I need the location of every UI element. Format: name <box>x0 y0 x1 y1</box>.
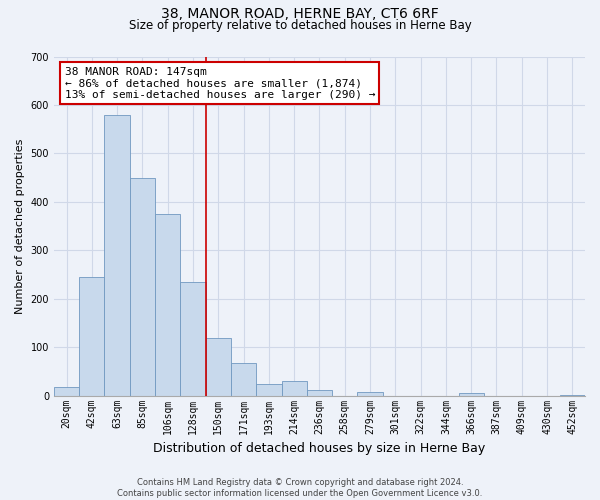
Bar <box>54 387 79 396</box>
Text: 38 MANOR ROAD: 147sqm
← 86% of detached houses are smaller (1,874)
13% of semi-d: 38 MANOR ROAD: 147sqm ← 86% of detached … <box>65 66 375 100</box>
X-axis label: Distribution of detached houses by size in Herne Bay: Distribution of detached houses by size … <box>154 442 485 455</box>
Bar <box>206 338 231 396</box>
Text: Contains HM Land Registry data © Crown copyright and database right 2024.
Contai: Contains HM Land Registry data © Crown c… <box>118 478 482 498</box>
Bar <box>181 282 206 396</box>
Text: Size of property relative to detached houses in Herne Bay: Size of property relative to detached ho… <box>128 19 472 32</box>
Bar <box>130 178 155 396</box>
Bar <box>104 114 130 396</box>
Bar <box>560 394 585 396</box>
Y-axis label: Number of detached properties: Number of detached properties <box>15 138 25 314</box>
Bar <box>307 390 332 396</box>
Text: 38, MANOR ROAD, HERNE BAY, CT6 6RF: 38, MANOR ROAD, HERNE BAY, CT6 6RF <box>161 8 439 22</box>
Bar <box>358 392 383 396</box>
Bar <box>155 214 181 396</box>
Bar <box>281 381 307 396</box>
Bar <box>79 277 104 396</box>
Bar <box>231 363 256 396</box>
Bar <box>256 384 281 396</box>
Bar <box>458 393 484 396</box>
